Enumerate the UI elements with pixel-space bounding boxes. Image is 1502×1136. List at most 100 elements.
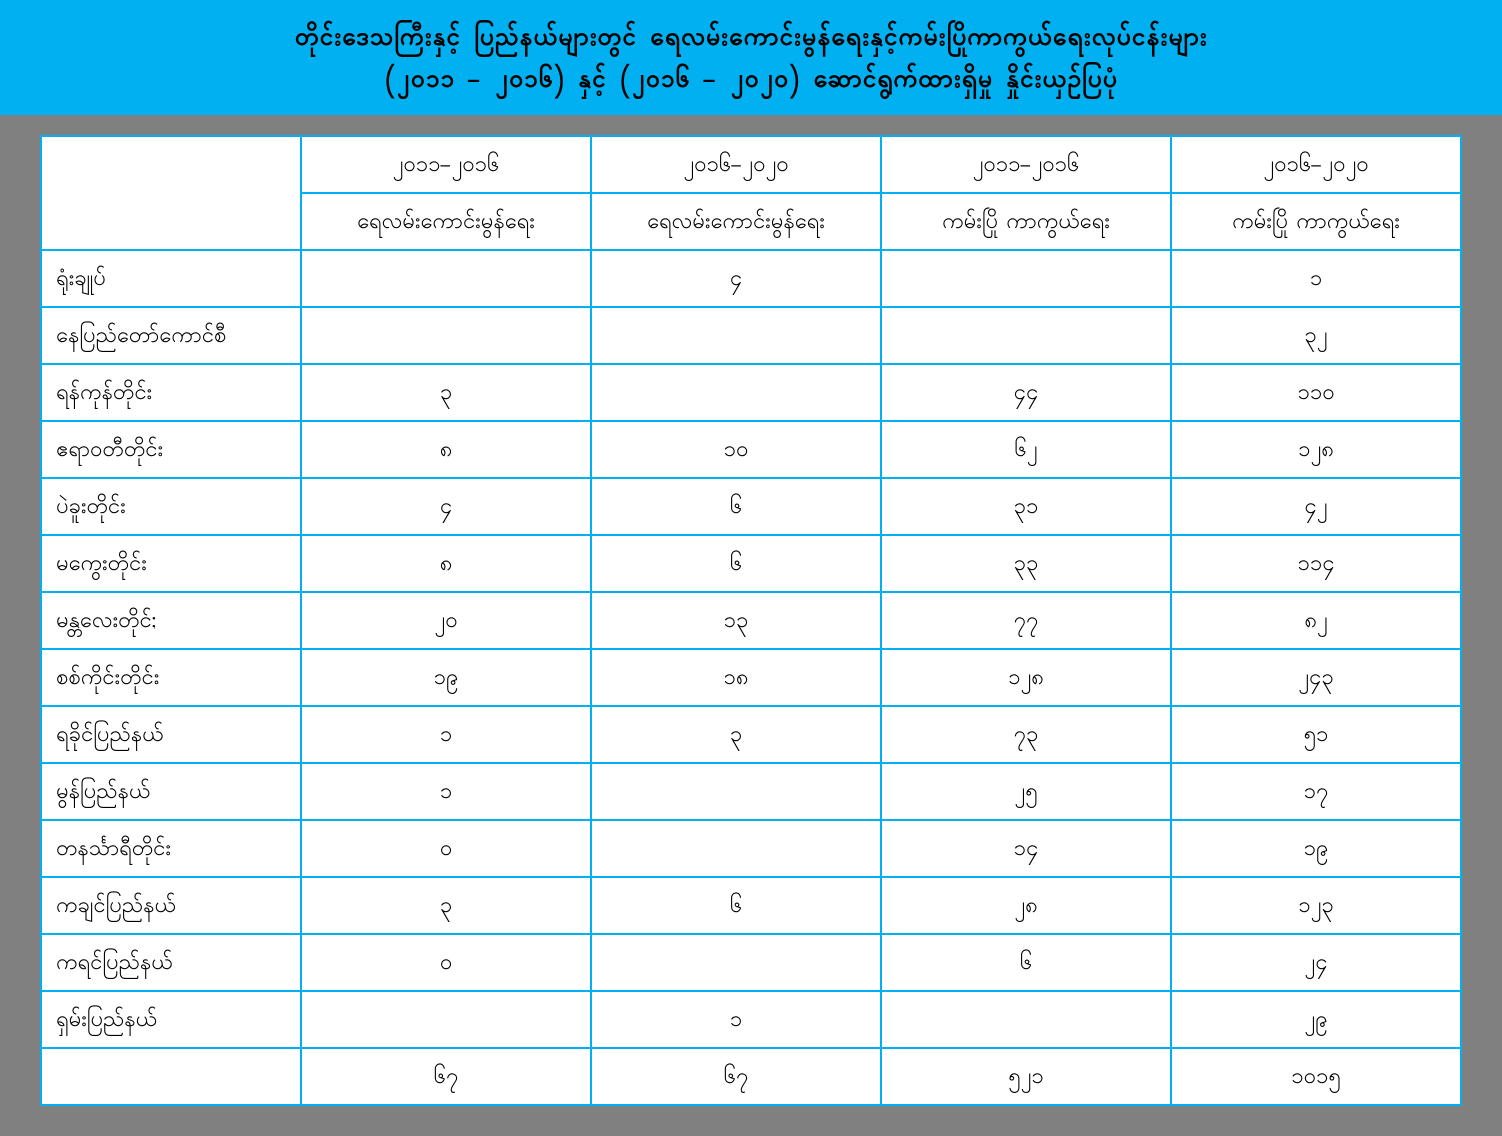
table-row: မန္တလေးတိုင်;၂၀၁၃၇၇၈၂ [41, 592, 1461, 649]
region-label: တနင်္သာရီတိုင်း [41, 820, 301, 877]
region-label: ကချင်ပြည်နယ် [41, 877, 301, 934]
title-line-2: (၂၀၁၁ – ၂၀၁၆) နှင့် (၂၀၁၆ – ၂၀၂၀) ဆောင်ရ… [20, 60, 1482, 102]
table-body: ရုံးချုပ်၄၁နေပြည်တော်ကောင်စီ၃၂ရန်ကုန်တို… [41, 250, 1461, 1105]
comparison-table: ၂၀၁၁–၂၀၁၆ ၂၀၁၆–၂၀၂၀ ၂၀၁၁–၂၀၁၆ ၂၀၁၆–၂၀၂၀ … [40, 135, 1462, 1106]
cell-c2 [591, 364, 881, 421]
table-row: မကွေးတိုင်း၈၆၃၃၁၁၄ [41, 535, 1461, 592]
cell-c2 [591, 934, 881, 991]
cell-c1: ၈ [301, 535, 591, 592]
cell-c4: ၈၂ [1171, 592, 1461, 649]
cell-c2: ၁၀ [591, 421, 881, 478]
cell-c3: ၂၅ [881, 763, 1171, 820]
cell-c4: ၂၄၃ [1171, 649, 1461, 706]
cell-c2: ၆ [591, 535, 881, 592]
table-row: နေပြည်တော်ကောင်စီ ၃၂ [41, 307, 1461, 364]
cell-c4: ၄၂ [1171, 478, 1461, 535]
cell-c3: ၆ [881, 934, 1171, 991]
cell-c3: ၃၁ [881, 478, 1171, 535]
page-title: တိုင်းဒေသကြီးနှင့် ပြည်နယ်များတွင် ရေလမ်… [0, 0, 1502, 115]
region-label: ရခိုင်ပြည်နယ် [41, 706, 301, 763]
header-period-1: ၂၀၁၁–၂၀၁၆ [301, 136, 591, 193]
cell-c3: ၆၂ [881, 421, 1171, 478]
cell-c3: ၇၃ [881, 706, 1171, 763]
table-container: ၂၀၁၁–၂၀၁၆ ၂၀၁၆–၂၀၂၀ ၂၀၁၁–၂၀၁၆ ၂၀၁၆–၂၀၂၀ … [0, 115, 1502, 1136]
cell-c2: ၆ [591, 478, 881, 535]
cell-c4: ၂၉ [1171, 991, 1461, 1048]
cell-c3: ၂၈ [881, 877, 1171, 934]
header-sub-3: ကမ်းပြို ကာကွယ်ရေး [881, 193, 1171, 250]
table-row: ရုံးချုပ်၄၁ [41, 250, 1461, 307]
cell-c4: ၁၂၈ [1171, 421, 1461, 478]
table-row: တနင်္သာရီတိုင်း၀ ၁၄၁၉ [41, 820, 1461, 877]
table-row: ဧရာဝတီတိုင်း၈၁၀၆၂၁၂၈ [41, 421, 1461, 478]
region-label: ပဲခူးတိုင်း [41, 478, 301, 535]
table-row: ကချင်ပြည်နယ်၃၆၂၈၁၂၃ [41, 877, 1461, 934]
cell-c4: ၂၄ [1171, 934, 1461, 991]
table-row: မွန်ပြည်နယ်၁ ၂၅၁၇ [41, 763, 1461, 820]
table-total-row: ၆၇၆၇၅၂၁၁၀၁၅ [41, 1048, 1461, 1105]
cell-c3 [881, 250, 1171, 307]
cell-c1: ၂၀ [301, 592, 591, 649]
total-c2: ၆၇ [591, 1048, 881, 1105]
cell-c4: ၅၁ [1171, 706, 1461, 763]
region-label: ရုံးချုပ် [41, 250, 301, 307]
cell-c1: ၈ [301, 421, 591, 478]
region-label: ရှမ်းပြည်နယ် [41, 991, 301, 1048]
cell-c2 [591, 307, 881, 364]
cell-c3: ၇၇ [881, 592, 1171, 649]
table-row: ကရင်ပြည်နယ်၀ ၆၂၄ [41, 934, 1461, 991]
region-label: ရန်ကုန်တိုင်း [41, 364, 301, 421]
region-label: စစ်ကိုင်းတိုင်း [41, 649, 301, 706]
table-header: ၂၀၁၁–၂၀၁၆ ၂၀၁၆–၂၀၂၀ ၂၀၁၁–၂၀၁၆ ၂၀၁၆–၂၀၂၀ … [41, 136, 1461, 250]
table-row: ပဲခူးတိုင်း၄၆၃၁၄၂ [41, 478, 1461, 535]
cell-c1: ၁ [301, 706, 591, 763]
table-row: ရန်ကုန်တိုင်း၃ ၄၄၁၁၀ [41, 364, 1461, 421]
cell-c1: ၀ [301, 820, 591, 877]
cell-c3 [881, 991, 1171, 1048]
cell-c1: ၀ [301, 934, 591, 991]
cell-c3: ၄၄ [881, 364, 1171, 421]
cell-c2 [591, 820, 881, 877]
total-label [41, 1048, 301, 1105]
header-period-2: ၂၀၁၆–၂၀၂၀ [591, 136, 881, 193]
header-period-4: ၂၀၁၆–၂၀၂၀ [1171, 136, 1461, 193]
cell-c1 [301, 307, 591, 364]
cell-c4: ၁၇ [1171, 763, 1461, 820]
cell-c2: ၁၈ [591, 649, 881, 706]
cell-c3: ၁၂၈ [881, 649, 1171, 706]
cell-c1: ၃ [301, 364, 591, 421]
total-c3: ၅၂၁ [881, 1048, 1171, 1105]
cell-c3 [881, 307, 1171, 364]
cell-c1: ၄ [301, 478, 591, 535]
region-label: ဧရာဝတီတိုင်း [41, 421, 301, 478]
cell-c2: ၃ [591, 706, 881, 763]
table-row: ရခိုင်ပြည်နယ်၁၃၇၃၅၁ [41, 706, 1461, 763]
cell-c2: ၁၃ [591, 592, 881, 649]
cell-c4: ၁၁၀ [1171, 364, 1461, 421]
region-label: မကွေးတိုင်း [41, 535, 301, 592]
header-period-3: ၂၀၁၁–၂၀၁၆ [881, 136, 1171, 193]
cell-c4: ၁၂၃ [1171, 877, 1461, 934]
header-sub-4: ကမ်းပြို ကာကွယ်ရေး [1171, 193, 1461, 250]
cell-c1: ၁ [301, 763, 591, 820]
table-row: စစ်ကိုင်းတိုင်း၁၉၁၈၁၂၈၂၄၃ [41, 649, 1461, 706]
title-line-1: တိုင်းဒေသကြီးနှင့် ပြည်နယ်များတွင် ရေလမ်… [20, 18, 1482, 60]
total-c1: ၆၇ [301, 1048, 591, 1105]
cell-c2: ၁ [591, 991, 881, 1048]
cell-c1 [301, 250, 591, 307]
region-label: နေပြည်တော်ကောင်စီ [41, 307, 301, 364]
header-sub-2: ရေလမ်းကောင်းမွန်ရေး [591, 193, 881, 250]
cell-c3: ၁၄ [881, 820, 1171, 877]
cell-c2: ၆ [591, 877, 881, 934]
header-region-blank [41, 136, 301, 250]
region-label: ကရင်ပြည်နယ် [41, 934, 301, 991]
cell-c4: ၁၉ [1171, 820, 1461, 877]
region-label: မွန်ပြည်နယ် [41, 763, 301, 820]
cell-c1: ၁၉ [301, 649, 591, 706]
total-c4: ၁၀၁၅ [1171, 1048, 1461, 1105]
region-label: မန္တလေးတိုင်; [41, 592, 301, 649]
cell-c4: ၃၂ [1171, 307, 1461, 364]
cell-c3: ၃၃ [881, 535, 1171, 592]
header-sub-1: ရေလမ်းကောင်းမွန်ရေး [301, 193, 591, 250]
cell-c2 [591, 763, 881, 820]
